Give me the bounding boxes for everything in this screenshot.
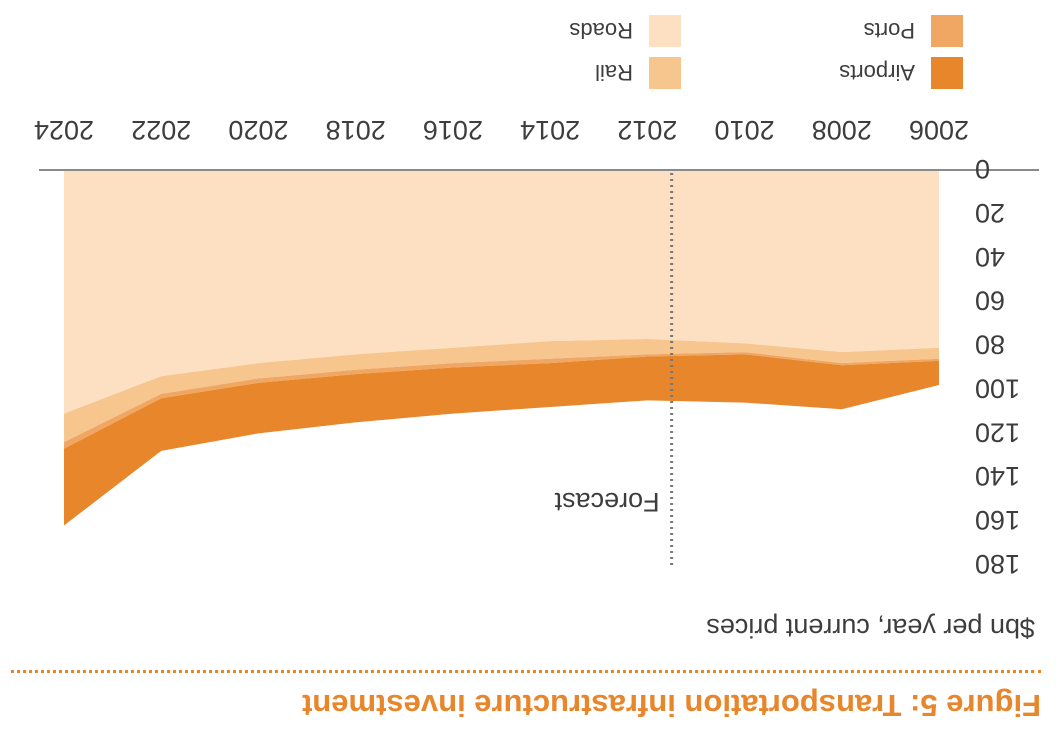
x-tick-label: 2020 bbox=[228, 115, 288, 145]
y-tick-label: 140 bbox=[975, 461, 1020, 491]
legend-swatch-airports bbox=[931, 57, 963, 89]
y-tick-label: 160 bbox=[975, 505, 1020, 535]
legend-label-airports: Airports bbox=[839, 60, 915, 85]
area-series-rail bbox=[64, 338, 939, 443]
area-series-roads bbox=[64, 170, 939, 414]
y-tick-label: 20 bbox=[975, 198, 1005, 228]
legend-label-ports: Ports bbox=[864, 18, 915, 43]
x-tick-label: 2014 bbox=[520, 115, 580, 145]
x-tick-label: 2024 bbox=[34, 115, 94, 145]
y-tick-label: 60 bbox=[975, 286, 1005, 316]
legend-swatch-rail bbox=[649, 57, 681, 89]
legend-label-rail: Rail bbox=[595, 60, 633, 85]
x-tick-label: 2012 bbox=[617, 115, 677, 145]
area-series-airports bbox=[64, 354, 939, 526]
legend-swatch-ports bbox=[931, 15, 963, 47]
y-tick-label: 0 bbox=[975, 154, 990, 184]
x-tick-label: 2008 bbox=[812, 115, 872, 145]
x-tick-label: 2010 bbox=[715, 115, 775, 145]
x-tick-label: 2022 bbox=[131, 115, 191, 145]
x-tick-label: 2016 bbox=[423, 115, 483, 145]
y-tick-label: 100 bbox=[975, 373, 1020, 403]
x-tick-label: 2018 bbox=[326, 115, 386, 145]
forecast-label: Forecast bbox=[554, 487, 660, 517]
y-tick-label: 40 bbox=[975, 242, 1005, 272]
y-tick-label: 180 bbox=[975, 549, 1020, 579]
legend-label-roads: Roads bbox=[569, 18, 633, 43]
x-tick-label: 2006 bbox=[909, 115, 969, 145]
y-tick-label: 120 bbox=[975, 417, 1020, 447]
legend-swatch-roads bbox=[649, 15, 681, 47]
y-tick-label: 80 bbox=[975, 330, 1005, 360]
